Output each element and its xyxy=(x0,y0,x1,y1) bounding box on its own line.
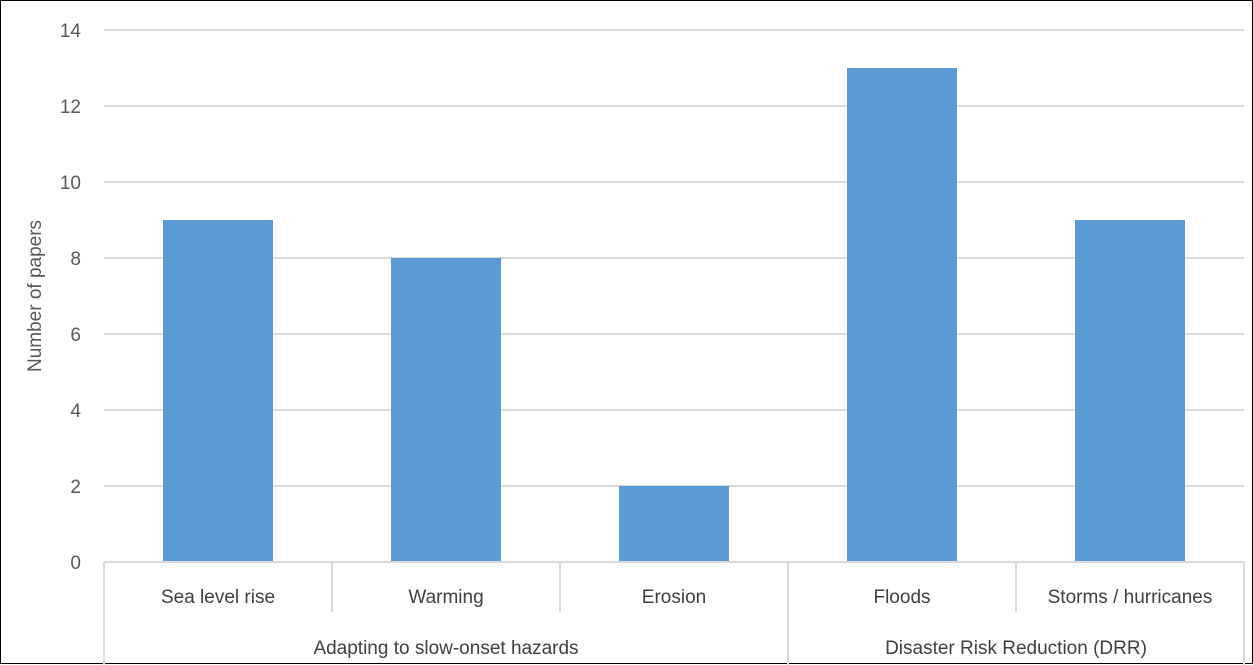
bar xyxy=(1075,220,1185,562)
gridlines xyxy=(104,29,1244,487)
category-label: Erosion xyxy=(642,587,706,608)
category-label: Warming xyxy=(408,587,483,608)
bars xyxy=(163,68,1185,562)
y-axis-title: Number of papers xyxy=(25,220,46,372)
y-tick-label: 0 xyxy=(70,553,81,574)
group-label: Disaster Risk Reduction (DRR) xyxy=(885,638,1147,659)
group-labels: Adapting to slow-onset hazards Disaster R… xyxy=(313,638,1146,659)
y-tick-label: 6 xyxy=(70,325,81,346)
y-tick-label: 10 xyxy=(60,173,81,194)
y-tick-label: 4 xyxy=(70,401,81,422)
bar xyxy=(847,68,957,562)
category-labels: Sea level rise Warming Erosion Floods Storms… xyxy=(161,587,1212,608)
category-label: Storms / hurricanes xyxy=(1048,587,1213,608)
bar xyxy=(163,220,273,562)
category-label: Floods xyxy=(873,587,930,608)
y-tick-label: 8 xyxy=(70,249,81,270)
y-tick-label: 12 xyxy=(60,97,81,118)
group-label: Adapting to slow-onset hazards xyxy=(313,638,578,659)
y-tick-label: 2 xyxy=(70,477,81,498)
category-label: Sea level rise xyxy=(161,587,275,608)
axes xyxy=(103,561,1245,665)
y-tick-label: 14 xyxy=(60,21,82,42)
bar xyxy=(391,258,501,562)
bar xyxy=(619,486,729,562)
y-tick-labels: 0 2 4 6 8 10 12 14 xyxy=(60,21,82,574)
